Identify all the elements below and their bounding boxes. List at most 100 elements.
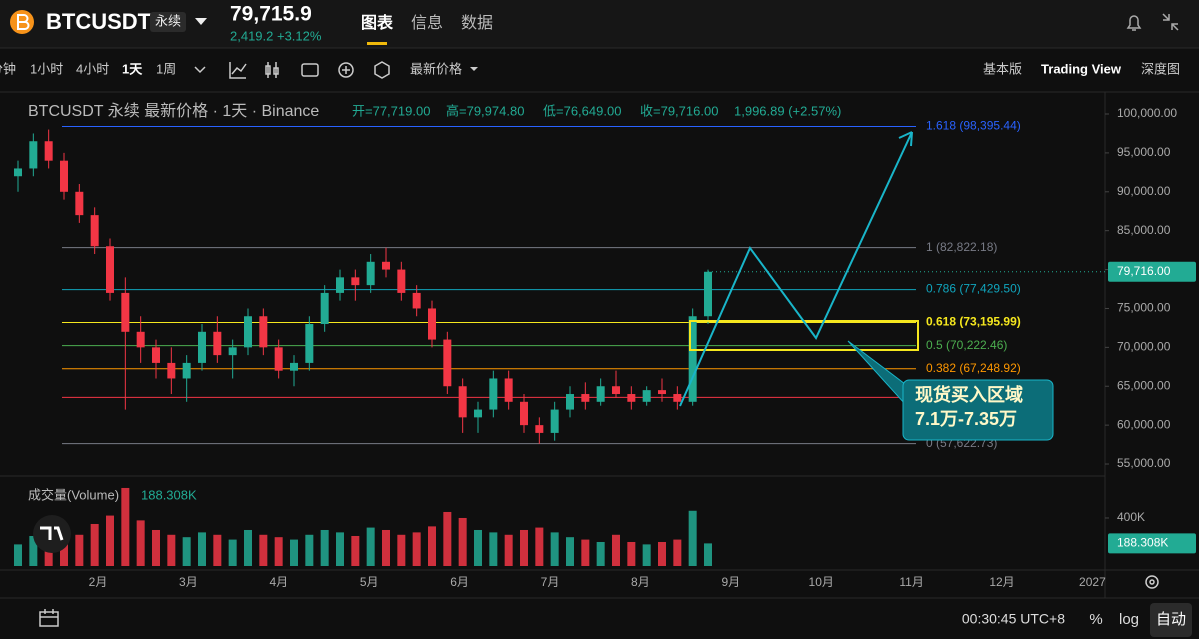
interval[interactable]: 1小时 <box>30 61 63 76</box>
volume-bar <box>642 544 651 566</box>
volume-bar <box>106 515 114 566</box>
candle-body <box>198 331 206 363</box>
candle-body <box>428 308 436 340</box>
tab[interactable]: 图表 <box>361 13 394 32</box>
volume-bar <box>581 539 590 566</box>
contract-badge <box>150 12 186 32</box>
scale-button[interactable]: 自动 <box>1156 611 1186 628</box>
interval[interactable]: 1天 <box>122 61 143 76</box>
x-tick-label: 2027 <box>1079 575 1106 589</box>
scale-button[interactable]: % <box>1089 611 1102 628</box>
candle-icon[interactable] <box>265 62 279 78</box>
axis-settings-icon[interactable] <box>1145 575 1159 589</box>
y-tick-label: 60,000.00 <box>1117 417 1171 431</box>
volume-bar <box>550 532 559 566</box>
price-type[interactable]: 最新价格 <box>410 61 462 76</box>
candle-body <box>14 168 22 177</box>
scale-button[interactable]: log <box>1119 611 1139 628</box>
candle-body <box>366 261 375 286</box>
candle-body <box>106 246 114 293</box>
candle-body <box>60 160 68 192</box>
volume-bar <box>397 534 406 566</box>
candle-body <box>351 277 360 286</box>
y-tick-label: 95,000.00 <box>1117 145 1171 159</box>
last-price-label: 79,716.00 <box>1117 264 1171 278</box>
view-option[interactable]: 基本版 <box>983 61 1022 76</box>
candle-body <box>596 386 605 402</box>
volume-bar <box>658 541 666 566</box>
coin-glyph <box>17 14 30 30</box>
last-price: 79,715.9 <box>230 3 312 26</box>
x-tick-label: 11月 <box>899 575 923 589</box>
tab[interactable]: 信息 <box>411 14 443 32</box>
callout-text: 现货买入区域 <box>915 384 1023 405</box>
candle-body <box>566 394 574 410</box>
candle-body <box>688 316 697 402</box>
change-label: 1,996.89 (+2.57%) <box>734 103 841 118</box>
volume-bar <box>274 537 283 566</box>
y-tick-label: 90,000.00 <box>1117 184 1171 198</box>
volume-bar <box>704 543 712 566</box>
add-icon[interactable] <box>338 62 354 78</box>
candle-body <box>535 425 544 433</box>
volume-bar <box>198 532 206 566</box>
volume-bar <box>75 534 84 566</box>
candle-body <box>167 362 176 379</box>
view-option[interactable]: 深度图 <box>1141 61 1180 76</box>
date-range-icon[interactable] <box>39 609 59 627</box>
x-tick-label: 3月 <box>179 575 198 589</box>
candle-body <box>658 390 666 395</box>
candle-body <box>550 409 559 433</box>
interval[interactable]: 分钟 <box>0 61 16 76</box>
interval[interactable]: 4小时 <box>76 61 109 76</box>
volume-bar <box>688 510 697 566</box>
callout-text: 7.1万-7.35万 <box>915 409 1017 429</box>
dropdown-icon[interactable] <box>195 18 207 25</box>
volume-bar <box>474 529 482 566</box>
x-tick-label: 5月 <box>360 575 379 589</box>
auto-button-bg <box>1150 603 1192 637</box>
candle-body <box>397 269 406 293</box>
price-type-arrow <box>470 67 478 71</box>
volume-bar <box>182 537 191 566</box>
fib-label: 0.618 (73,195.99) <box>926 315 1021 329</box>
x-tick-label: 7月 <box>541 575 560 589</box>
volume-bar <box>351 535 360 566</box>
volume-bar <box>489 532 498 566</box>
candle-body <box>259 316 268 348</box>
symbol[interactable]: BTCUSDT <box>46 9 152 34</box>
add-icon-plus <box>342 66 350 74</box>
x-tick-label: 4月 <box>269 575 288 589</box>
candle-body <box>443 339 452 387</box>
collapse-icon[interactable] <box>1162 13 1179 31</box>
volume-bar <box>90 523 99 566</box>
candle-body <box>458 386 467 418</box>
settings-icon[interactable] <box>374 61 390 79</box>
header-bar <box>0 0 1199 48</box>
volume-bar <box>627 541 636 566</box>
volume-bar <box>228 539 237 566</box>
candle-body <box>627 394 636 402</box>
view-option[interactable]: Trading View <box>1041 61 1122 76</box>
x-tick-label: 6月 <box>450 575 469 589</box>
volume-bar <box>14 544 22 566</box>
tab-underline <box>367 42 387 45</box>
camera-icon[interactable] <box>301 63 319 77</box>
indicator-icon[interactable] <box>229 62 247 79</box>
callout <box>902 379 1054 441</box>
x-tick-label: 12月 <box>989 575 1014 589</box>
volume-bar <box>504 534 513 566</box>
volume-bar <box>29 535 38 566</box>
volume-bar <box>412 532 421 566</box>
y-tick-label: 75,000.00 <box>1117 301 1171 315</box>
more-intervals[interactable] <box>194 66 206 74</box>
volume-bar <box>290 539 298 566</box>
bell-icon[interactable] <box>1126 15 1142 31</box>
tab[interactable]: 数据 <box>461 14 493 32</box>
fib-label: 1 (82,822.18) <box>926 240 997 254</box>
candle-body <box>274 347 283 371</box>
candle-body <box>244 316 252 348</box>
volume-bar <box>305 534 314 566</box>
interval[interactable]: 1周 <box>156 61 176 76</box>
last-price-tag <box>1108 261 1196 282</box>
